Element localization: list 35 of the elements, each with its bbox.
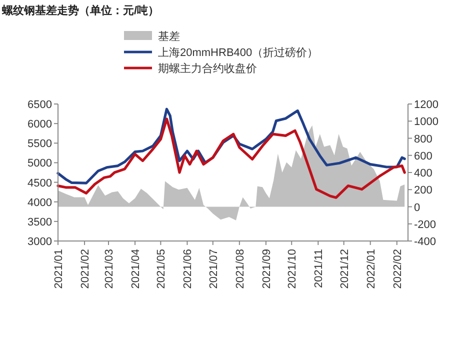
y-tick-label: 6000 — [28, 118, 52, 131]
y-tick-label: 5500 — [28, 138, 52, 150]
x-tick-label: 2021/04 — [130, 249, 142, 289]
y2-tick-label: 1200 — [414, 99, 438, 111]
x-tick-label: 2021/09 — [260, 249, 273, 289]
y-tick-label: 3500 — [28, 216, 52, 228]
legend-label: 上海20mmHRB400（折过磅价） — [158, 46, 318, 59]
chart-title: 螺纹钢基差走势（单位：元/吨） — [1, 4, 160, 17]
y2-tick-label: 600 — [414, 150, 432, 162]
x-tick-label: 2021/05 — [156, 249, 168, 289]
y2-tick-label: 1000 — [414, 116, 438, 128]
y2-tick-label: 800 — [414, 133, 432, 146]
y-tick-label: 4000 — [28, 196, 52, 209]
x-tick-label: 2021/02 — [80, 249, 92, 289]
x-tick-label: 2021/06 — [182, 249, 194, 289]
x-tick-label: 2022/02 — [392, 249, 404, 289]
x-tick-label: 2021/03 — [103, 249, 116, 289]
y-tick-label: 4500 — [28, 177, 52, 190]
x-tick-label: 2022/01 — [365, 249, 378, 289]
y-tick-label: 5000 — [28, 158, 52, 170]
legend-label: 基差 — [158, 30, 180, 43]
y2-tick-label: -400 — [414, 236, 436, 248]
y2-tick-label: 400 — [414, 168, 432, 180]
x-tick-label: 2021/12 — [338, 249, 351, 289]
y-tick-label: 6500 — [28, 99, 52, 111]
x-tick-label: 2021/08 — [234, 249, 246, 289]
x-tick-label: 2021/10 — [286, 249, 299, 289]
x-tick-label: 2021/07 — [208, 249, 220, 289]
x-tick-label: 2021/11 — [313, 249, 326, 288]
y2-tick-label: 0 — [414, 202, 420, 214]
x-tick-label: 2021/01 — [53, 249, 65, 289]
y-tick-label: 3000 — [28, 236, 52, 248]
y2-tick-label: -200 — [414, 218, 436, 231]
legend-label: 期螺主力合约收盘价 — [158, 62, 257, 75]
y2-tick-label: 200 — [414, 184, 432, 197]
